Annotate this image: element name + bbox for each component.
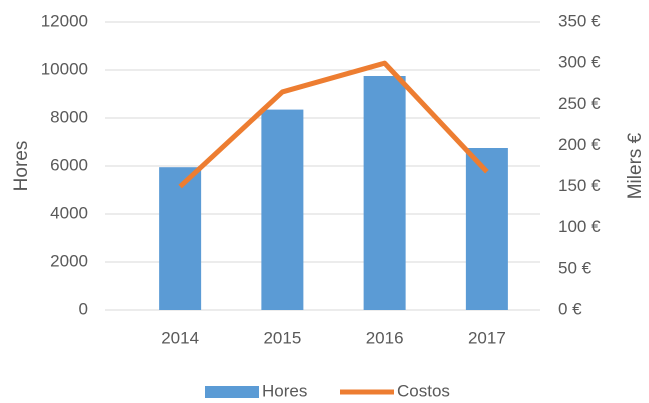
y2-tick-label: 350 €: [558, 11, 601, 30]
legend-label: Costos: [397, 381, 450, 400]
y2-tick-label: 100 €: [558, 217, 601, 236]
y2-tick-label: 250 €: [558, 94, 601, 113]
y-tick-label: 10000: [41, 59, 88, 78]
y-tick-label: 4000: [50, 203, 88, 222]
y-axis-title: Hores: [11, 141, 32, 192]
x-tick-label: 2016: [366, 328, 404, 347]
y-tick-label: 6000: [50, 155, 88, 174]
y-tick-label: 0: [79, 299, 88, 318]
y-tick-label: 2000: [50, 251, 88, 270]
y2-tick-label: 200 €: [558, 135, 601, 154]
bar: [363, 76, 406, 310]
legend-swatch: [205, 386, 259, 398]
legend-label: Hores: [262, 381, 307, 400]
x-tick-label: 2014: [161, 328, 199, 347]
y2-tick-label: 50 €: [558, 258, 592, 277]
line: [178, 60, 489, 189]
y2-tick-label: 150 €: [558, 176, 601, 195]
y-tick-label: 12000: [41, 11, 88, 30]
y-tick-label: 8000: [50, 107, 88, 126]
y2-tick-label: 0 €: [558, 299, 582, 318]
x-tick-label: 2017: [468, 328, 506, 347]
bar: [465, 148, 508, 310]
bar: [159, 167, 202, 310]
x-tick-label: 2015: [263, 328, 301, 347]
y2-tick-label: 300 €: [558, 53, 601, 72]
y2-axis-title: Milers €: [625, 132, 646, 199]
bar: [261, 109, 304, 310]
